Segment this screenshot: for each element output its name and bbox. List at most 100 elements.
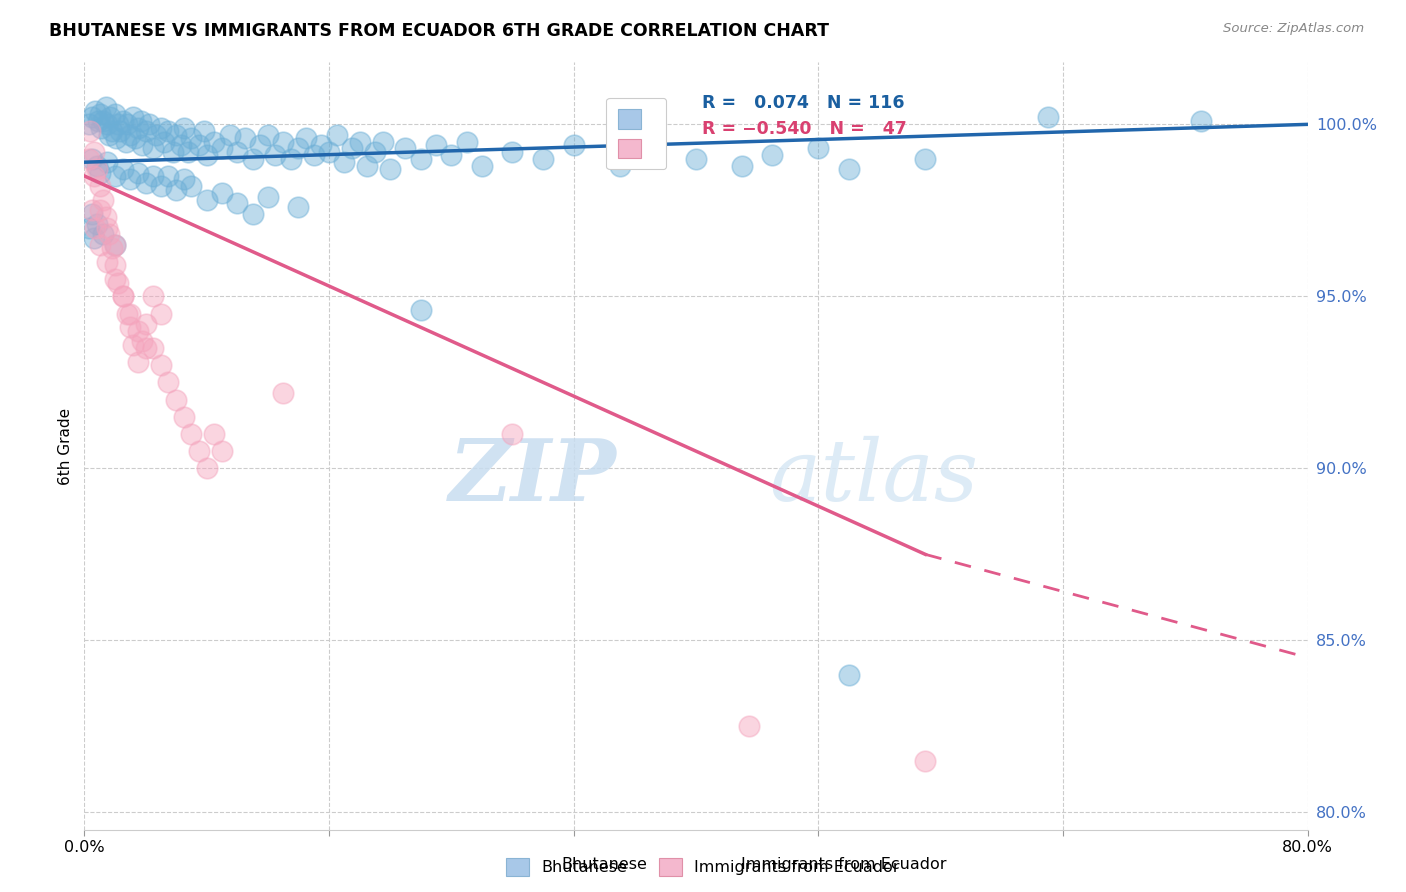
Point: [101, 241, 124, 255]
Text: atlas: atlas: [769, 435, 979, 518]
Point: [86, 162, 108, 177]
Point: [409, 303, 432, 318]
Point: [115, 307, 138, 321]
Point: [104, 237, 127, 252]
Point: [502, 427, 524, 442]
Point: [195, 461, 218, 475]
Point: [1036, 111, 1059, 125]
Point: [761, 148, 783, 162]
Point: [149, 358, 172, 372]
Point: [153, 135, 176, 149]
Point: [96, 220, 118, 235]
Point: [177, 145, 200, 159]
Point: [77, 220, 100, 235]
Point: [86, 159, 108, 173]
Point: [211, 141, 233, 155]
Point: [295, 131, 318, 145]
Point: [195, 148, 218, 162]
Point: [79, 124, 101, 138]
Text: R =   0.074   N = 116: R = 0.074 N = 116: [702, 94, 904, 112]
Point: [202, 135, 225, 149]
Point: [91, 227, 114, 242]
Point: [257, 128, 280, 142]
Point: [325, 128, 347, 142]
Legend: , : ,: [606, 97, 666, 169]
Point: [97, 227, 120, 242]
Point: [89, 179, 111, 194]
Point: [173, 172, 195, 186]
Point: [180, 427, 202, 442]
Point: [249, 138, 271, 153]
Point: [471, 159, 494, 173]
Point: [104, 169, 127, 183]
Point: [104, 259, 127, 273]
Point: [211, 444, 233, 458]
Point: [685, 152, 707, 166]
Point: [380, 162, 402, 177]
Point: [609, 159, 631, 173]
Point: [90, 120, 112, 135]
Point: [165, 183, 187, 197]
Point: [157, 124, 180, 138]
Point: [89, 203, 111, 218]
Point: [257, 189, 280, 203]
Point: [145, 128, 167, 142]
Point: [83, 231, 105, 245]
Point: [105, 131, 128, 145]
Point: [135, 124, 157, 138]
Point: [96, 155, 118, 169]
Point: [135, 317, 157, 331]
Point: [188, 138, 211, 153]
Point: [111, 114, 134, 128]
Y-axis label: 6th Grade: 6th Grade: [58, 408, 73, 484]
Point: [302, 148, 325, 162]
Point: [180, 131, 202, 145]
Point: [98, 111, 121, 125]
Point: [149, 307, 172, 321]
Point: [104, 107, 127, 121]
Point: [101, 124, 124, 138]
Point: [638, 145, 661, 159]
Point: [80, 111, 103, 125]
Point: [188, 444, 211, 458]
Point: [287, 141, 309, 155]
Point: [80, 152, 103, 166]
Point: [120, 172, 142, 186]
Point: [165, 392, 187, 407]
Point: [142, 169, 165, 183]
Point: [838, 667, 860, 681]
Point: [115, 117, 138, 131]
Point: [738, 719, 761, 733]
Point: [108, 124, 131, 138]
Point: [131, 138, 153, 153]
Point: [180, 179, 202, 194]
Point: [97, 128, 120, 142]
Point: [122, 111, 145, 125]
Point: [364, 145, 387, 159]
Point: [77, 117, 100, 131]
Point: [202, 427, 225, 442]
Legend: Bhutanese, Immigrants from Ecuador: Bhutanese, Immigrants from Ecuador: [498, 849, 908, 884]
Point: [280, 152, 302, 166]
Point: [349, 135, 371, 149]
Point: [89, 107, 111, 121]
Point: [502, 145, 524, 159]
Point: [107, 276, 129, 290]
Point: [173, 120, 195, 135]
Point: [77, 152, 100, 166]
Point: [162, 145, 184, 159]
Point: [129, 114, 152, 128]
Point: [242, 207, 264, 221]
Point: [127, 324, 149, 338]
Point: [104, 237, 127, 252]
Point: [91, 114, 114, 128]
Point: [914, 152, 936, 166]
Point: [107, 117, 129, 131]
Point: [340, 141, 363, 155]
Point: [264, 148, 287, 162]
Point: [120, 307, 142, 321]
Point: [111, 162, 134, 177]
Point: [157, 169, 180, 183]
Point: [218, 128, 240, 142]
Point: [114, 135, 136, 149]
